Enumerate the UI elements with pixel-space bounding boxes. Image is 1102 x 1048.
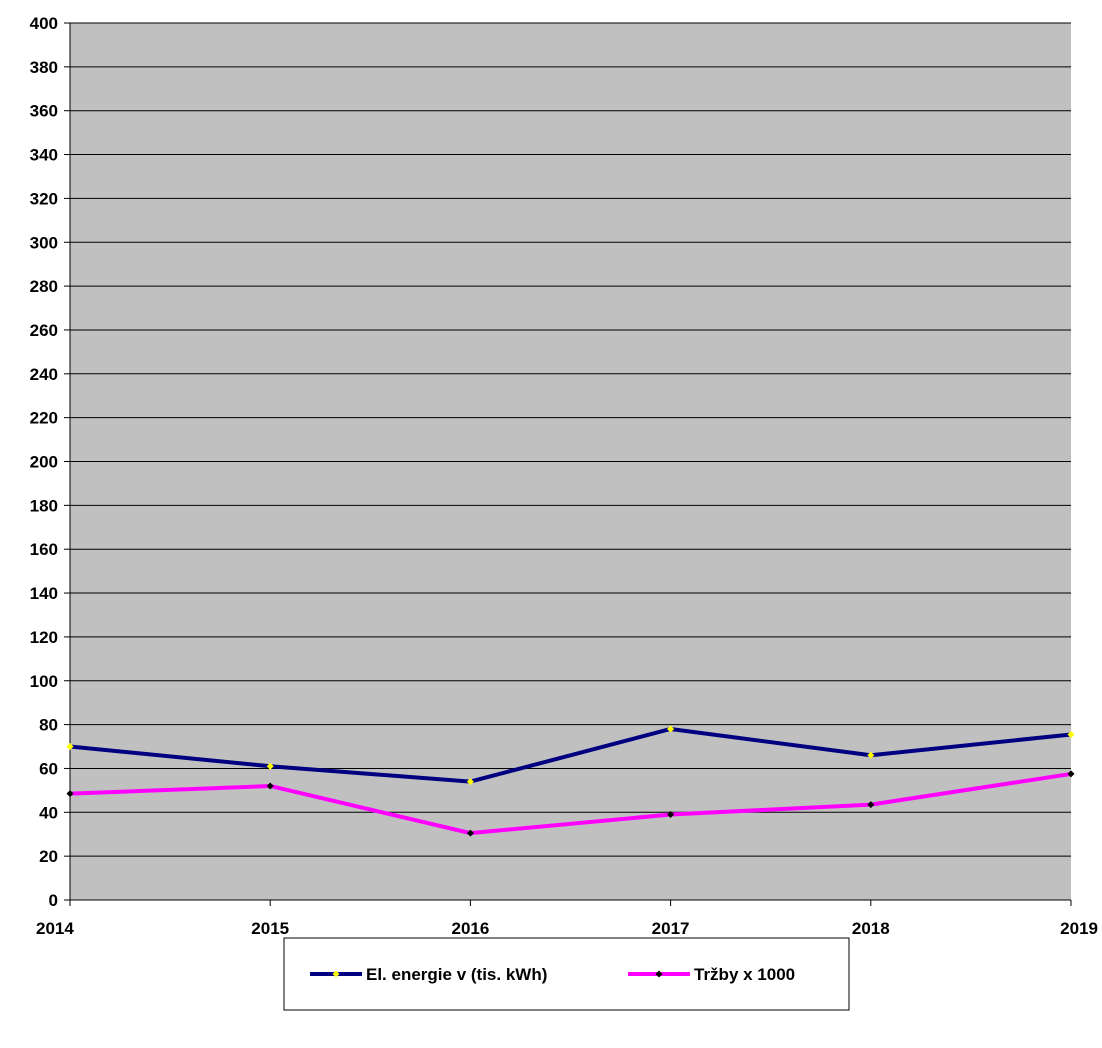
- data-point-1-4: [867, 801, 875, 809]
- y-tick-label: 80: [39, 716, 58, 735]
- legend-box: [283, 937, 850, 1011]
- y-tick-label: 300: [30, 233, 58, 252]
- y-tick-label: 280: [30, 277, 58, 296]
- y-tick-label: 260: [30, 321, 58, 340]
- y-tick-label: 180: [30, 496, 58, 515]
- data-point-0-5: [1067, 730, 1075, 738]
- legend-entries: El. energie v (tis. kWh) Tržby x 1000: [310, 965, 795, 984]
- y-tick-label: 160: [30, 540, 58, 559]
- y-tick-label: 240: [30, 365, 58, 384]
- x-axis-ticks: 2014 2015 2016 2017 2018 2019: [36, 900, 1098, 938]
- y-tick-label: 200: [30, 453, 58, 472]
- y-tick-label: 320: [30, 189, 58, 208]
- x-tick-label: 2019: [1060, 919, 1098, 938]
- y-tick-label: 340: [30, 146, 58, 165]
- data-point-0-0: [66, 743, 74, 751]
- data-point-1-1: [266, 782, 274, 790]
- legend-marker-0: [332, 970, 340, 978]
- y-tick-label: 220: [30, 409, 58, 428]
- y-tick-label: 140: [30, 584, 58, 603]
- legend-label-1: Tržby x 1000: [694, 965, 795, 984]
- y-tick-label: 380: [30, 58, 58, 77]
- series-line-1: [69, 771, 1072, 836]
- data-point-1-5: [1067, 770, 1075, 778]
- x-tick-label: 2017: [652, 919, 690, 938]
- y-tick-label: 0: [49, 891, 58, 910]
- data-point-0-1: [266, 762, 274, 770]
- data-point-1-3: [667, 810, 675, 818]
- y-tick-label: 20: [39, 847, 58, 866]
- y-tick-label: 60: [39, 759, 58, 778]
- data-point-0-4: [867, 751, 875, 759]
- y-tick-label: 100: [30, 672, 58, 691]
- legend: El. energie v (tis. kWh) Tržby x 1000: [283, 937, 850, 1011]
- data-point-1-2: [466, 829, 474, 837]
- y-tick-label: 400: [30, 14, 58, 33]
- x-tick-label: 2014: [36, 919, 74, 938]
- data-point-0-2: [466, 778, 474, 786]
- y-tick-label: 120: [30, 628, 58, 647]
- legend-marker-1: [655, 970, 663, 978]
- y-tick-label: 40: [39, 803, 58, 822]
- gridlines: [70, 22, 1071, 901]
- y-axis-ticks: 0 20 40 60 80 100 120 140 160 180 200 220 240 260 280 3…: [30, 14, 70, 910]
- series-layer: [66, 725, 1075, 837]
- series-line-0: [69, 726, 1072, 784]
- x-tick-label: 2016: [451, 919, 489, 938]
- legend-label-0: El. energie v (tis. kWh): [366, 965, 547, 984]
- data-point-0-3: [667, 725, 675, 733]
- x-tick-label: 2015: [251, 919, 289, 938]
- data-point-1-0: [66, 790, 74, 798]
- x-tick-label: 2018: [852, 919, 890, 938]
- y-tick-label: 360: [30, 102, 58, 121]
